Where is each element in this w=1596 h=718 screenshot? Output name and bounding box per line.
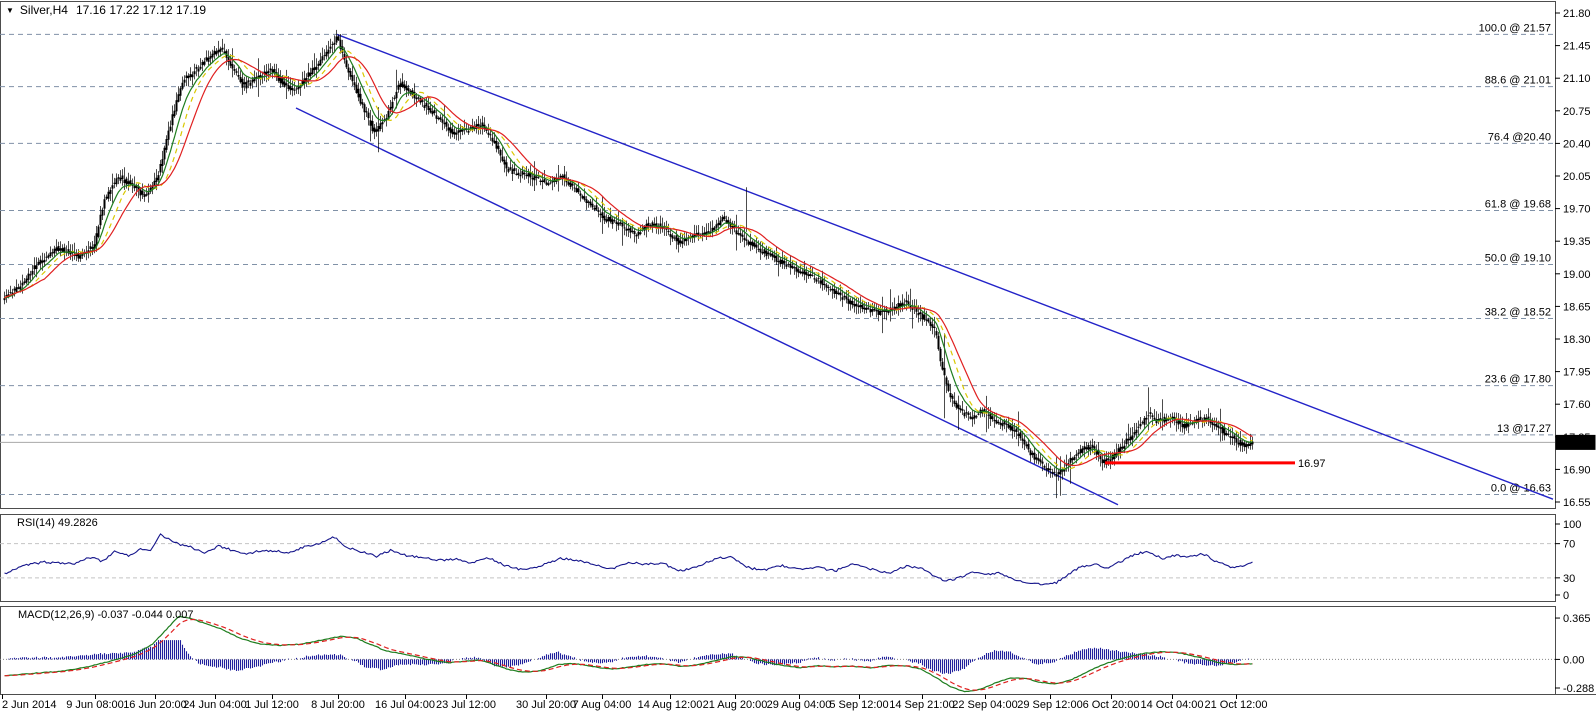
fib-level-label: 38.2 @ 18.52 — [1485, 307, 1551, 319]
time-axis-label: 14 Aug 12:00 — [638, 699, 703, 711]
price-axis-label: 20.05 — [1563, 171, 1591, 183]
support-line-label: 16.97 — [1298, 458, 1326, 470]
time-axis-label: 5 Sep 12:00 — [829, 699, 888, 711]
time-axis-label: 16 Jun 20:00 — [123, 699, 187, 711]
price-axis-label: 21.10 — [1563, 73, 1591, 85]
macd-main-line — [4, 615, 1253, 693]
rsi-line — [4, 533, 1253, 586]
ohlc-quote: 17.16 17.22 17.12 17.19 — [75, 3, 207, 17]
time-axis-label: 1 Jul 12:00 — [245, 699, 299, 711]
channel-lower-trendline — [295, 107, 1119, 506]
rsi-axis-label: 100 — [1563, 519, 1581, 531]
price-axis-label: 21.45 — [1563, 41, 1591, 53]
ma-fast-green — [4, 46, 1253, 471]
time-axis-label: 16 Jul 04:00 — [375, 699, 435, 711]
fib-level-label: 88.6 @ 21.01 — [1485, 75, 1551, 87]
macd-axis-label: -0.288 — [1563, 683, 1594, 695]
price-axis-label: 18.65 — [1563, 301, 1591, 313]
macd-histogram — [7, 640, 1250, 674]
time-axis-label: 29 Sep 12:00 — [1017, 699, 1082, 711]
price-axis-label: 20.75 — [1563, 106, 1591, 118]
ma-dashed-yellow — [4, 49, 1253, 470]
symbol-dropdown-icon[interactable]: ▼ — [6, 6, 14, 15]
price-axis-label: 16.90 — [1563, 464, 1591, 476]
price-axis-label: 20.40 — [1563, 138, 1591, 150]
time-axis-label: 24 Jun 04:00 — [183, 699, 247, 711]
time-axis-label: 30 Jul 20:00 — [516, 699, 576, 711]
time-axis-label: 6 Oct 20:00 — [1083, 699, 1140, 711]
rsi-axis-label: 0 — [1563, 590, 1569, 602]
fib-level-label: 100.0 @ 21.57 — [1479, 22, 1551, 34]
price-axis-label: 17.60 — [1563, 399, 1591, 411]
macd-signal-line — [4, 618, 1253, 691]
fib-level-label: 13 @17.27 — [1497, 423, 1551, 435]
current-price-tag-text: 17.19 — [1562, 437, 1590, 449]
time-axis-label: 2 Jun 2014 — [2, 699, 56, 711]
time-axis-label: 22 Sep 04:00 — [952, 699, 1017, 711]
time-axis-label: 23 Jul 12:00 — [436, 699, 496, 711]
rsi-label: RSI(14) 49.2826 — [17, 517, 98, 529]
price-axis-label: 16.55 — [1563, 497, 1591, 509]
macd-panel-frame — [0, 606, 1556, 695]
rsi-panel-frame — [0, 514, 1556, 602]
price-axis-label: 19.70 — [1563, 204, 1591, 216]
macd-label: MACD(12,26,9) -0.037 -0.044 0.007 — [18, 609, 194, 621]
time-axis-label: 29 Aug 04:00 — [767, 699, 832, 711]
fib-level-label: 23.6 @ 17.80 — [1485, 374, 1551, 386]
fib-level-label: 0.0 @ 16.63 — [1491, 483, 1551, 495]
time-axis-label: 21 Aug 20:00 — [703, 699, 768, 711]
macd-axis-label: 0.365 — [1563, 613, 1591, 625]
channel-upper-trendline — [336, 33, 1554, 500]
price-axis-label: 18.30 — [1563, 334, 1591, 346]
fib-level-label: 61.8 @ 19.68 — [1485, 198, 1551, 210]
chart-title: ▼ Silver,H4 17.16 17.22 17.12 17.19 — [6, 3, 206, 17]
time-axis-label: 7 Aug 04:00 — [573, 699, 632, 711]
price-axis-label: 19.00 — [1563, 269, 1591, 281]
ma-slow-red — [4, 56, 1253, 467]
current-price-tag — [1555, 434, 1596, 450]
symbol-timeframe-label: Silver,H4 — [19, 3, 68, 17]
time-axis-label: 9 Jun 08:00 — [66, 699, 124, 711]
time-axis-label: 14 Sep 21:00 — [889, 699, 954, 711]
fib-level-label: 76.4 @20.40 — [1488, 131, 1551, 143]
rsi-axis-label: 30 — [1563, 573, 1575, 585]
time-axis-label: 14 Oct 04:00 — [1141, 699, 1204, 711]
time-axis-label: 21 Oct 12:00 — [1205, 699, 1268, 711]
fib-level-label: 50.0 @ 19.10 — [1485, 252, 1551, 264]
price-axis-label: 19.35 — [1563, 236, 1591, 248]
macd-axis-label: 0.00 — [1563, 654, 1584, 666]
time-axis-label: 8 Jul 20:00 — [311, 699, 365, 711]
price-axis-label: 21.80 — [1563, 8, 1591, 20]
rsi-axis-label: 70 — [1563, 539, 1575, 551]
price-axis-label: 17.95 — [1563, 367, 1591, 379]
